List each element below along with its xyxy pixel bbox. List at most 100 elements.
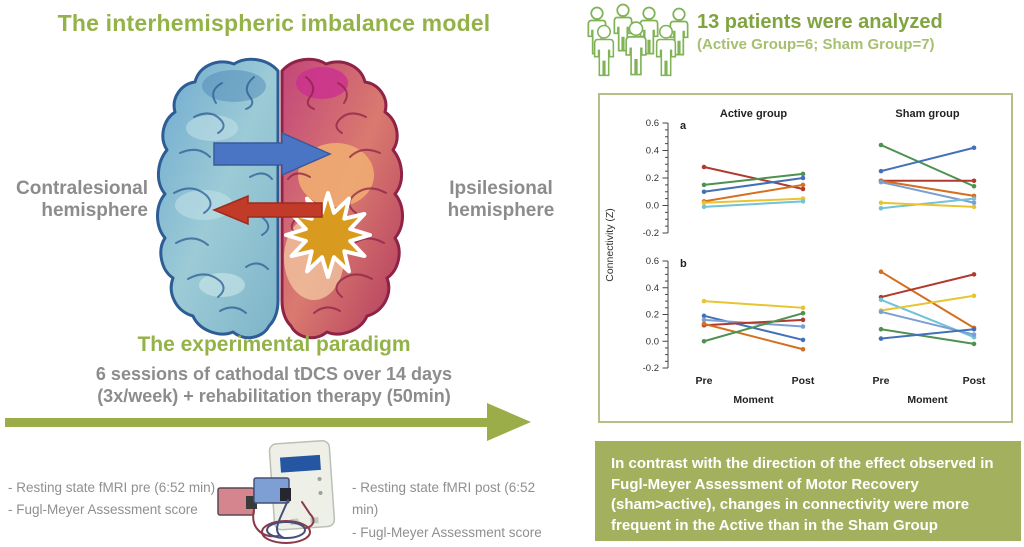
pre-measures-list: - Resting state fMRI pre (6:52 min) - Fu… — [8, 477, 218, 522]
series-point — [701, 164, 707, 170]
series-line — [880, 179, 975, 197]
series-point — [878, 205, 884, 211]
conclusion-text: In contrast with the direction of the ef… — [611, 455, 994, 535]
series-line — [703, 200, 804, 208]
y-tick-label: 0.2 — [646, 173, 659, 184]
pre-measure-item-1: - Resting state fMRI pre (6:52 min) — [8, 480, 216, 495]
series-point — [800, 175, 806, 181]
series-line — [703, 322, 804, 351]
paradigm-description-line2: (3x/week) + rehabilitation therapy (50mi… — [97, 385, 451, 406]
y-axis-title: Connectivity (Z) — [604, 208, 616, 282]
paradigm-description-line1: 6 sessions of cathodal tDCS over 14 days — [95, 364, 453, 384]
series-point — [800, 324, 806, 329]
model-title: The interhemispheric imbalance model — [57, 10, 491, 36]
y-tick-label: 0.4 — [646, 283, 659, 294]
series-point — [878, 336, 884, 341]
red-interhemispheric-arrow — [212, 194, 323, 226]
y-tick-label: 0.2 — [646, 310, 659, 321]
series-line — [880, 273, 975, 299]
contralesional-label: Contralesional hemisphere — [2, 178, 148, 223]
contralesional-label-line2: hemisphere — [41, 200, 148, 222]
column-title: Sham group — [895, 108, 959, 120]
series-line — [880, 270, 975, 329]
paradigm-description: 6 sessions of cathodal tDCS over 14 days… — [8, 364, 540, 408]
y-tick-label: -0.2 — [643, 228, 659, 239]
series-point — [701, 317, 707, 323]
series-point — [971, 145, 977, 151]
series-point — [878, 309, 884, 315]
patients-group-icon — [587, 3, 689, 77]
series-point — [701, 204, 707, 210]
series-point — [800, 305, 806, 311]
y-tick-label: 0.0 — [646, 201, 659, 212]
x-axis-label: Moment — [733, 394, 774, 406]
patients-subline: (Active Group=6; Sham Group=7) — [697, 36, 935, 53]
column-title: Active group — [720, 108, 788, 120]
series-point — [971, 178, 977, 184]
series-point — [971, 272, 977, 277]
series-point — [800, 317, 806, 323]
series-line — [880, 328, 975, 345]
series-line — [703, 177, 804, 193]
series-point — [971, 332, 977, 337]
x-tick-post: Post — [792, 375, 815, 387]
series-point — [878, 142, 884, 148]
series-line — [703, 197, 804, 204]
y-tick-label: -0.2 — [643, 363, 659, 374]
blue-interhemispheric-arrow — [213, 131, 332, 177]
timeline-arrow-head — [487, 403, 531, 441]
series-point — [971, 200, 977, 206]
series-point — [971, 183, 977, 189]
series-point — [878, 200, 884, 206]
series-line — [880, 197, 975, 210]
series-point — [800, 182, 806, 188]
post-measure-item-2: - Fugl-Meyer Assessment score — [352, 524, 542, 540]
series-point — [878, 179, 884, 185]
patients-headline: 13 patients were analyzed — [697, 11, 943, 33]
series-line — [703, 183, 804, 203]
series-point — [878, 269, 884, 274]
series-point — [701, 338, 707, 344]
connectivity-chart: 0.6 0.4 0.2 0.0 -0.2 a 0.6 0.4 0.2 0.0 -0.2 b Active… — [604, 108, 986, 406]
series-point — [701, 313, 707, 319]
connectivity-chart-panel: 0.6 0.4 0.2 0.0 -0.2 a 0.6 0.4 0.2 0.0 -0.2 b Active… — [598, 93, 1013, 423]
series-point — [800, 199, 806, 204]
x-tick-post: Post — [963, 375, 986, 387]
ipsilesional-label-line2: hemisphere — [447, 200, 555, 222]
series-line — [880, 144, 975, 188]
series-line — [703, 312, 804, 343]
ipsilesional-label: Ipsilesional hemisphere — [426, 178, 576, 223]
x-tick-pre: Pre — [873, 375, 890, 387]
panel-letter-a: a — [680, 120, 687, 132]
series-point — [878, 168, 884, 174]
series-point — [800, 337, 806, 343]
series-line — [880, 201, 975, 208]
timeline-arrow-shaft — [5, 418, 487, 427]
series-point — [800, 310, 806, 316]
series-line — [703, 172, 804, 186]
series-line — [703, 318, 804, 327]
panel-letter-b: b — [680, 258, 687, 270]
series-point — [971, 326, 977, 332]
series-point — [701, 321, 707, 327]
post-measure-item-1: - Resting state fMRI post (6:52 min) — [352, 480, 536, 518]
contralesional-hemisphere-shape — [156, 57, 280, 340]
series-line — [880, 294, 975, 312]
y-tick-label: 0.6 — [646, 118, 659, 129]
series-point — [878, 297, 884, 303]
contralesional-label-line1: Contralesional — [16, 178, 148, 199]
series-point — [701, 182, 707, 188]
conclusion-box: In contrast with the direction of the ef… — [595, 441, 1021, 541]
post-measures-list: - Resting state fMRI post (6:52 min) - F… — [352, 477, 562, 544]
series-line — [880, 146, 975, 173]
series-line — [703, 166, 804, 190]
series-point — [800, 346, 806, 352]
series-point — [971, 341, 977, 347]
x-axis-label: Moment — [907, 394, 948, 406]
series-point — [971, 196, 977, 201]
series-line — [703, 300, 804, 309]
series-line — [880, 328, 975, 340]
x-tick-pre: Pre — [696, 375, 713, 387]
series-point — [971, 293, 977, 299]
